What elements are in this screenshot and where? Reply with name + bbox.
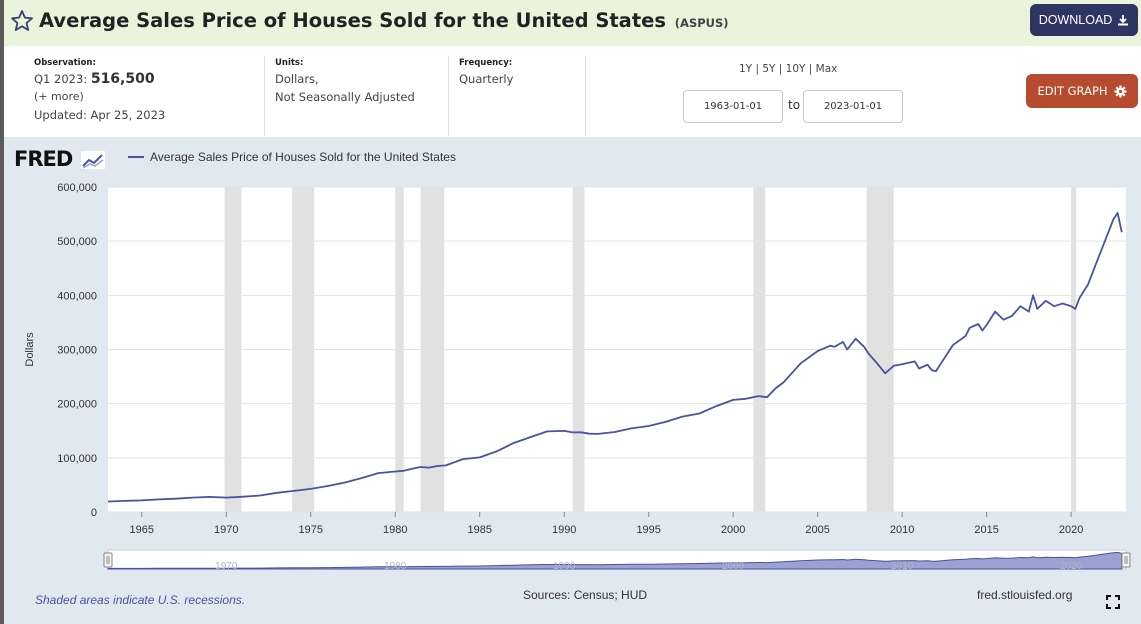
y-tick-label: 100,000: [57, 453, 97, 465]
navigator-tick-label: 2010: [891, 561, 914, 572]
start-date-input[interactable]: 1963-01-01: [683, 90, 783, 123]
navigator-tick-label: 1990: [553, 561, 576, 572]
download-icon: [1118, 15, 1129, 26]
units-label: Units:: [275, 58, 304, 68]
series-title: Average Sales Price of Houses Sold for t…: [39, 9, 666, 32]
download-label: DOWNLOAD: [1038, 13, 1113, 27]
units-line-1: Dollars,: [275, 72, 319, 86]
observation-period: Q1 2023:: [34, 72, 88, 86]
more-observations-link[interactable]: (+ more): [34, 90, 84, 103]
observation-value: 516,500: [90, 71, 155, 87]
fred-logo-text: FRED: [14, 147, 73, 171]
sources-text: Sources: Census; HUD: [523, 588, 648, 602]
x-tick-label: 1985: [467, 524, 491, 536]
divider: [585, 56, 586, 136]
chart-legend: Average Sales Price of Houses Sold for t…: [128, 150, 456, 164]
x-tick-label: 2020: [1059, 524, 1083, 536]
frequency-label: Frequency:: [459, 58, 513, 68]
gear-icon: [1113, 84, 1127, 98]
navigator-tick-label: 1980: [384, 561, 407, 572]
preset-1y[interactable]: 1Y: [739, 63, 753, 75]
chart-panel: FRED Average Sales Price of Houses Sold …: [4, 137, 1141, 624]
x-tick-label: 1975: [299, 524, 323, 536]
line-chart-icon: [80, 151, 105, 169]
y-axis-label: Dollars: [24, 332, 36, 367]
fred-logo: FRED: [14, 147, 105, 171]
divider: [448, 56, 449, 136]
legend-swatch: [128, 156, 144, 158]
y-tick-label: 300,000: [57, 345, 97, 357]
observation-meta: Observation: Q1 2023: 516,500 (+ more) U…: [4, 46, 1141, 137]
frequency-value: Quarterly: [459, 72, 514, 86]
line-chart[interactable]: 0 100,000 200,000 300,000 400,000 500,000 600,…: [4, 137, 1141, 624]
preset-max[interactable]: Max: [815, 63, 838, 75]
x-tick-label: 2015: [974, 524, 998, 536]
preset-10y[interactable]: 10Y: [785, 63, 806, 75]
end-date-input[interactable]: 2023-01-01: [803, 90, 903, 123]
y-tick-label: 600,000: [57, 182, 97, 194]
frequency-column: Frequency: Quarterly: [459, 56, 584, 136]
x-tick-label: 1970: [214, 524, 238, 536]
series-line: [107, 212, 1123, 503]
x-tick-label: 2005: [805, 524, 829, 536]
x-tick-label: 2000: [721, 524, 745, 536]
divider: [264, 56, 265, 136]
site-link[interactable]: fred.stlouisfed.org: [977, 588, 1073, 602]
observation-label: Observation:: [34, 58, 96, 68]
range-presets: 1Y | 5Y | 10Y | Max: [739, 63, 838, 75]
y-tick-label: 0: [91, 507, 97, 519]
y-tick-label: 500,000: [57, 236, 97, 248]
units-line-2: Not Seasonally Adjusted: [275, 90, 415, 104]
navigator-tick-label: 1970: [215, 561, 238, 572]
edit-graph-label: EDIT GRAPH: [1037, 84, 1108, 98]
series-id: (ASPUS): [674, 16, 729, 30]
series-header: Average Sales Price of Houses Sold for t…: [4, 0, 1141, 46]
preset-5y[interactable]: 5Y: [762, 63, 776, 75]
download-button[interactable]: DOWNLOAD: [1030, 4, 1138, 36]
observation-column: Observation: Q1 2023: 516,500 (+ more) U…: [34, 56, 259, 136]
navigator-handle[interactable]: [1121, 552, 1131, 568]
navigator-tick-label: 2000: [722, 561, 745, 572]
to-label: to: [788, 98, 801, 112]
x-tick-label: 1995: [636, 524, 660, 536]
recession-note: Shaded areas indicate U.S. recessions.: [35, 593, 246, 607]
legend-label: Average Sales Price of Houses Sold for t…: [150, 150, 456, 164]
units-column: Units: Dollars, Not Seasonally Adjusted: [275, 56, 450, 136]
x-tick-label: 1965: [130, 524, 154, 536]
y-tick-label: 200,000: [57, 399, 97, 411]
page-title: Average Sales Price of Houses Sold for t…: [39, 9, 729, 32]
x-tick-label: 1990: [552, 524, 576, 536]
fullscreen-icon[interactable]: [1106, 595, 1120, 609]
navigator-handle[interactable]: [103, 552, 113, 568]
star-icon[interactable]: [10, 9, 34, 33]
x-tick-label: 1980: [383, 524, 407, 536]
x-tick-label: 2010: [890, 524, 914, 536]
y-tick-label: 400,000: [57, 290, 97, 302]
navigator-area: [107, 551, 1123, 570]
edit-graph-button[interactable]: EDIT GRAPH: [1026, 74, 1138, 108]
updated-date: Updated: Apr 25, 2023: [34, 108, 166, 122]
navigator-tick-label: 2020: [1060, 561, 1083, 572]
